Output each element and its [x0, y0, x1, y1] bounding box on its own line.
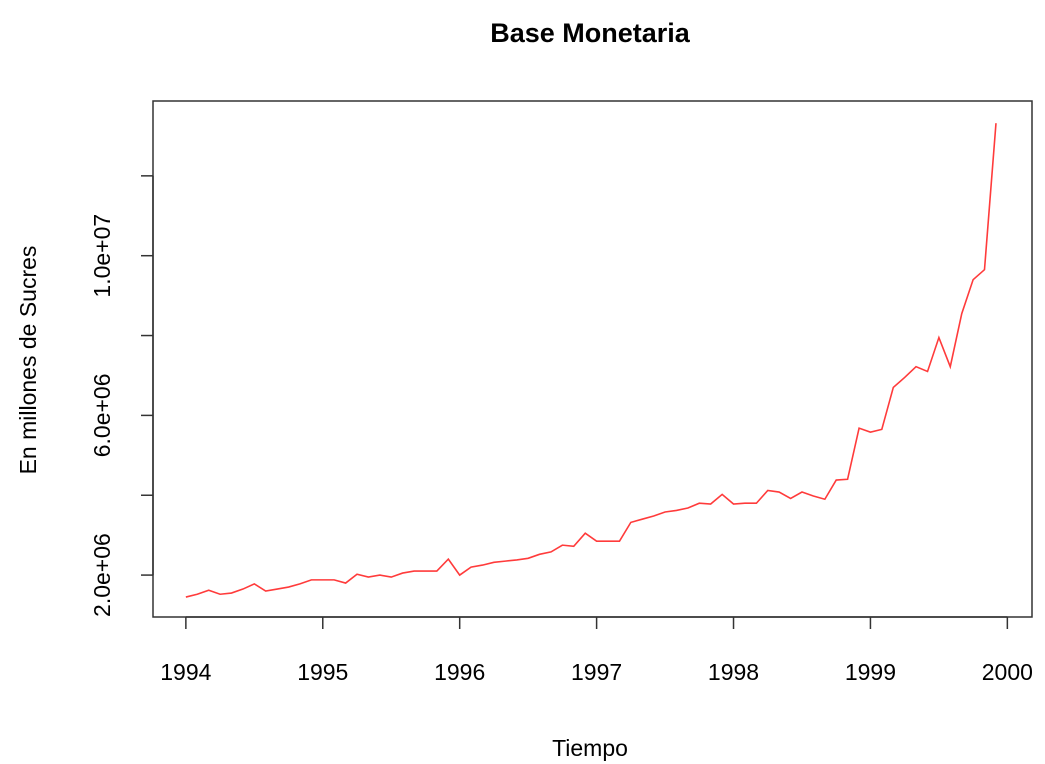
x-tick-label: 1994 — [160, 659, 211, 685]
y-tick-label: 6.0e+06 — [89, 374, 115, 458]
x-tick-label: 2000 — [982, 659, 1033, 685]
x-axis-label: Tiempo — [552, 735, 628, 761]
chart-title: Base Monetaria — [490, 18, 691, 48]
x-tick-label: 1997 — [571, 659, 622, 685]
x-tick-label: 1999 — [845, 659, 896, 685]
plot-frame — [152, 100, 1033, 618]
x-tick-label: 1996 — [434, 659, 485, 685]
y-tick-label: 1.0e+07 — [89, 214, 115, 298]
y-tick-label: 2.0e+06 — [89, 533, 115, 617]
data-line — [185, 123, 997, 598]
x-tick-label: 1998 — [708, 659, 759, 685]
y-axis-label: En millones de Sucres — [15, 246, 41, 475]
x-tick-label: 1995 — [297, 659, 348, 685]
